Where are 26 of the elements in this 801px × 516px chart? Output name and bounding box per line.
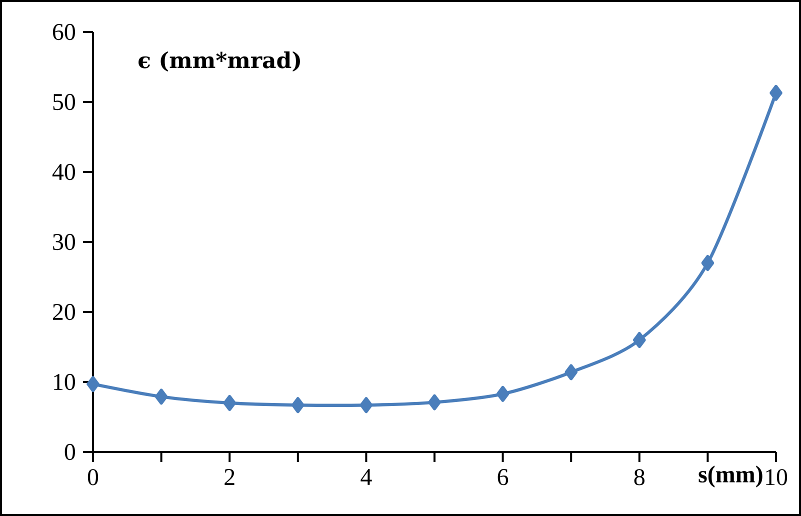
x-tick-label: 0	[88, 469, 98, 486]
point	[360, 397, 373, 414]
point	[292, 397, 304, 414]
point	[564, 364, 578, 380]
y-tick-label: 60	[52, 24, 76, 40]
point	[701, 255, 714, 272]
x-tick-label: 8	[634, 469, 644, 486]
x-tick-label: 6	[498, 469, 508, 486]
point	[154, 388, 168, 405]
point	[770, 84, 782, 101]
y-tick-label: 50	[53, 94, 76, 110]
y-tick-label: 0	[64, 444, 76, 460]
x-tick-label: 10	[766, 469, 788, 486]
y-axis-title: ϵ (mm*mrad)	[138, 51, 300, 72]
y-tick-label: 20	[53, 304, 76, 320]
x-axis-title: s(mm)	[698, 466, 762, 488]
point	[496, 386, 510, 402]
y-tick-label: 10	[54, 374, 76, 390]
y-tick-label: 40	[52, 164, 76, 180]
y-tick-label: 30	[53, 234, 76, 250]
point	[86, 376, 100, 392]
x-tick-label: 2	[224, 469, 234, 485]
point	[633, 332, 646, 348]
point	[223, 395, 236, 412]
point	[428, 394, 441, 410]
x-tick-label: 4	[360, 469, 372, 485]
